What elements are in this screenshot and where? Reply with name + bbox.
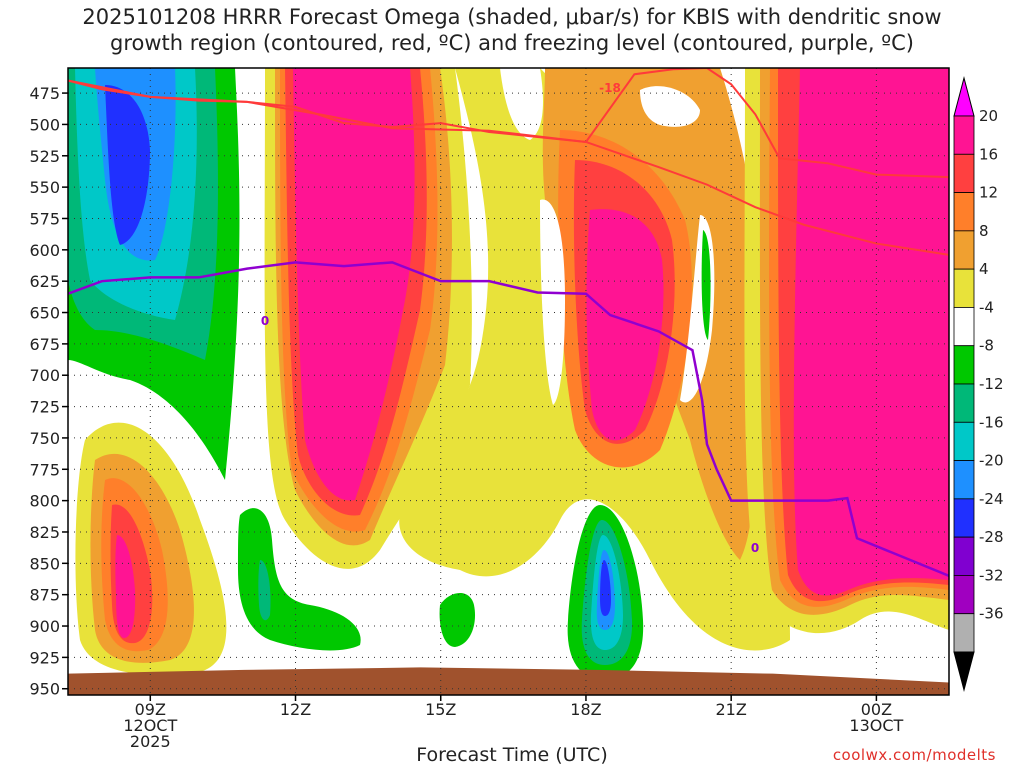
- colorbar-tick-9: -20: [979, 452, 1004, 470]
- omega-gap-2: [640, 86, 700, 127]
- colorbar-tick-6: -8: [979, 337, 994, 355]
- plot-area: [68, 68, 949, 695]
- y-tick-label-725: 725: [29, 398, 60, 417]
- colorbar-tick-11: -28: [979, 528, 1004, 546]
- colorbar-block-12: [953, 536, 975, 576]
- omega-region-down-2c: [586, 209, 664, 441]
- colorbar-tick-0: 20: [979, 107, 998, 125]
- terrain-ground: [68, 667, 949, 695]
- omega-region-up-core-e: [600, 560, 611, 616]
- colorbar-tick-7: -12: [979, 375, 1004, 393]
- y-tick-label-900: 900: [29, 617, 60, 636]
- colorbar-block-4: [953, 230, 975, 270]
- grid-lines: [68, 68, 949, 695]
- colorbar-block-2: [953, 153, 975, 193]
- x-tick-label-24-1: 13OCT: [849, 716, 903, 735]
- y-tick-label-875: 875: [29, 586, 60, 605]
- colorbar-block-1: [953, 115, 975, 155]
- y-tick-label-800: 800: [29, 492, 60, 511]
- y-axis: 475 500 525 550 575 600 625 650 675 700 725 750 775 8…: [29, 84, 68, 699]
- colorbar-top-triangle: [953, 76, 975, 117]
- y-tick-label-600: 600: [29, 241, 60, 260]
- omega-region-up-low-3: [439, 592, 476, 647]
- colorbar-block-13: [953, 575, 975, 615]
- colorbar-block-7: [953, 345, 975, 385]
- colorbar-block-3: [953, 192, 975, 232]
- freezing-level-contour: [68, 261, 949, 578]
- colorbar-block-11: [953, 498, 975, 538]
- colorbar-tick-12: -32: [979, 566, 1004, 584]
- y-tick-label-575: 575: [29, 209, 60, 228]
- colorbar-block-6: [953, 307, 975, 347]
- y-tick-label-825: 825: [29, 523, 60, 542]
- plot-frame: [67, 67, 950, 696]
- y-tick-label-850: 850: [29, 554, 60, 573]
- chart-title: 2025101208 HRRR Forecast Omega (shaded, …: [0, 4, 1024, 56]
- colorbar-tick-5: -4: [979, 298, 994, 316]
- x-tick-label-9-0: 09Z: [135, 700, 166, 719]
- y-tick-label-650: 650: [29, 304, 60, 323]
- x-tick-label-9-2: 2025: [130, 732, 171, 751]
- colorbar-tick-1: 16: [979, 145, 998, 163]
- chart-title-line-2: growth region (contoured, red, ºC) and f…: [110, 31, 914, 55]
- x-tick-label-24-0: 00Z: [861, 700, 892, 719]
- y-tick-label-500: 500: [29, 115, 60, 134]
- colorbar-tick-10: -24: [979, 490, 1004, 508]
- colorbar-tick-8: -16: [979, 413, 1004, 431]
- y-tick-label-950: 950: [29, 680, 60, 699]
- colorbar-bottom-triangle: [953, 651, 975, 692]
- colorbar-block-9: [953, 421, 975, 461]
- y-tick-label-775: 775: [29, 460, 60, 479]
- omega-region-small-green: [701, 230, 711, 340]
- omega-gap-4: [500, 68, 543, 140]
- omega-shading: [68, 68, 949, 680]
- y-tick-label-700: 700: [29, 366, 60, 385]
- omega-region-down-3e: [793, 68, 949, 596]
- dgz-contour-label: -18: [599, 81, 621, 95]
- colorbar-block-5: [953, 268, 975, 308]
- x-tick-label-9-1: 12OCT: [123, 716, 177, 735]
- freezing-level-label-2: 0: [751, 541, 759, 555]
- y-tick-label-550: 550: [29, 178, 60, 197]
- omega-region-up-low-2: [258, 560, 271, 621]
- y-tick-label-625: 625: [29, 272, 60, 291]
- colorbar-tick-3: 8: [979, 222, 989, 240]
- y-tick-label-475: 475: [29, 84, 60, 103]
- x-tick-label-18-0: 18Z: [570, 700, 601, 719]
- x-tick-label-21-0: 21Z: [716, 700, 747, 719]
- colorbar-block-10: [953, 460, 975, 500]
- colorbar-tick-13: -36: [979, 605, 1004, 623]
- omega-gap-1: [540, 199, 565, 405]
- omega-region-down-1e: [293, 68, 415, 501]
- omega-region-upward-left-5: [105, 85, 150, 245]
- credit-link[interactable]: coolwx.com/modelts: [832, 746, 996, 764]
- freezing-level-label-1: 0: [261, 314, 269, 328]
- colorbar-tick-4: 4: [979, 260, 989, 278]
- colorbar-block-8: [953, 383, 975, 423]
- x-tick-label-12-0: 12Z: [280, 700, 311, 719]
- colorbar: 20 16 12 8 4 -4 -8 -12 -16 -20 -24 -28 -32 -36: [953, 76, 1004, 692]
- y-tick-label-925: 925: [29, 648, 60, 667]
- omega-region-down-4e: [115, 535, 136, 638]
- x-tick-label-15-0: 15Z: [425, 700, 456, 719]
- chart-title-line-1: 2025101208 HRRR Forecast Omega (shaded, …: [82, 5, 942, 29]
- x-axis-label: Forecast Time (UTC): [416, 744, 608, 766]
- colorbar-block-14: [953, 613, 975, 653]
- y-tick-label-750: 750: [29, 429, 60, 448]
- colorbar-tick-2: 12: [979, 184, 998, 202]
- dgz-contour-lower: [68, 79, 949, 256]
- y-tick-label-525: 525: [29, 147, 60, 166]
- y-tick-label-675: 675: [29, 335, 60, 354]
